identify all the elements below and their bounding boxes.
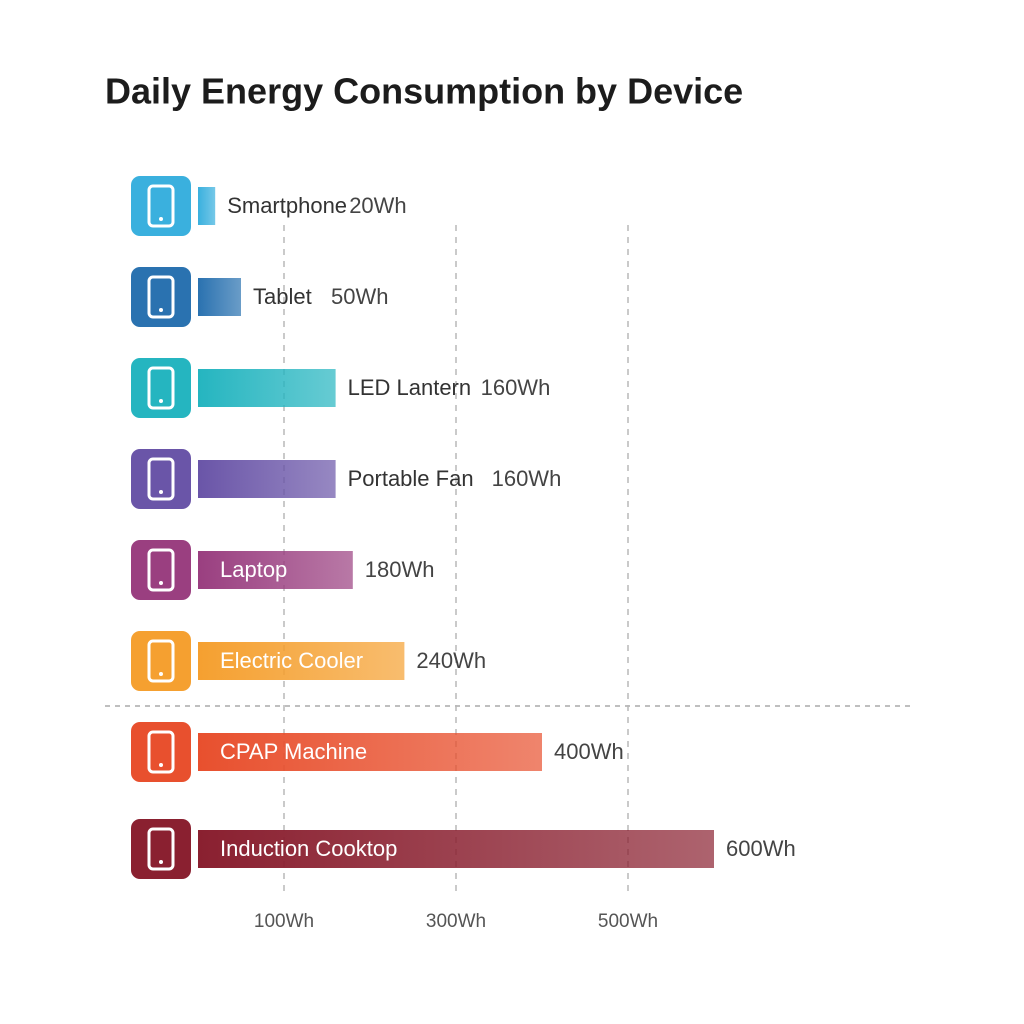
category-label: Portable Fan xyxy=(348,466,474,491)
value-label: 160Wh xyxy=(481,375,551,400)
value-label: 180Wh xyxy=(365,557,435,582)
icon-dot xyxy=(159,308,163,312)
value-label: 400Wh xyxy=(554,739,624,764)
icon-glyph xyxy=(147,275,175,319)
bar xyxy=(198,187,216,225)
icon-tile xyxy=(131,631,191,691)
bar xyxy=(198,551,353,589)
icon-dot xyxy=(159,860,163,864)
icon-glyph xyxy=(147,457,175,501)
icon-glyph xyxy=(147,827,175,871)
bar xyxy=(198,642,405,680)
icon-glyph xyxy=(147,639,175,683)
device-icon xyxy=(131,449,191,509)
icon-dot xyxy=(159,672,163,676)
x-tick-label: 500Wh xyxy=(598,911,658,932)
icon-glyph xyxy=(147,184,175,228)
bar xyxy=(198,733,542,771)
icon-tile xyxy=(131,176,191,236)
device-icon xyxy=(131,176,191,236)
value-label: 20Wh xyxy=(349,193,406,218)
value-label: 240Wh xyxy=(416,648,486,673)
bar xyxy=(198,830,714,868)
value-label: 50Wh xyxy=(331,284,388,309)
icon-tile xyxy=(131,540,191,600)
icon-dot xyxy=(159,763,163,767)
category-label: Smartphone xyxy=(227,193,347,218)
device-icon xyxy=(131,358,191,418)
icon-dot xyxy=(159,399,163,403)
icon-glyph xyxy=(147,366,175,410)
category-label: Tablet xyxy=(253,284,312,309)
category-label: LED Lantern xyxy=(348,375,472,400)
icon-glyph xyxy=(147,548,175,592)
icon-tile xyxy=(131,449,191,509)
x-tick-label: 300Wh xyxy=(426,911,486,932)
category-label: Electric Cooler xyxy=(220,648,363,673)
icon-dot xyxy=(159,490,163,494)
chart-title: Daily Energy Consumption by Device xyxy=(105,71,743,112)
value-label: 160Wh xyxy=(492,466,562,491)
icon-dot xyxy=(159,217,163,221)
category-label: Induction Cooktop xyxy=(220,836,397,861)
bar xyxy=(198,460,336,498)
icon-tile xyxy=(131,267,191,327)
device-icon xyxy=(131,540,191,600)
device-icon xyxy=(131,267,191,327)
x-tick-label: 100Wh xyxy=(254,911,314,932)
device-icon xyxy=(131,819,191,879)
value-label: 600Wh xyxy=(726,836,796,861)
icon-tile xyxy=(131,358,191,418)
bar xyxy=(198,278,241,316)
device-icon xyxy=(131,631,191,691)
icon-tile xyxy=(131,722,191,782)
bar xyxy=(198,369,336,407)
device-icon xyxy=(131,722,191,782)
icon-tile xyxy=(131,819,191,879)
icon-glyph xyxy=(147,730,175,774)
icon-dot xyxy=(159,581,163,585)
category-label: CPAP Machine xyxy=(220,739,367,764)
category-label: Laptop xyxy=(220,557,287,582)
